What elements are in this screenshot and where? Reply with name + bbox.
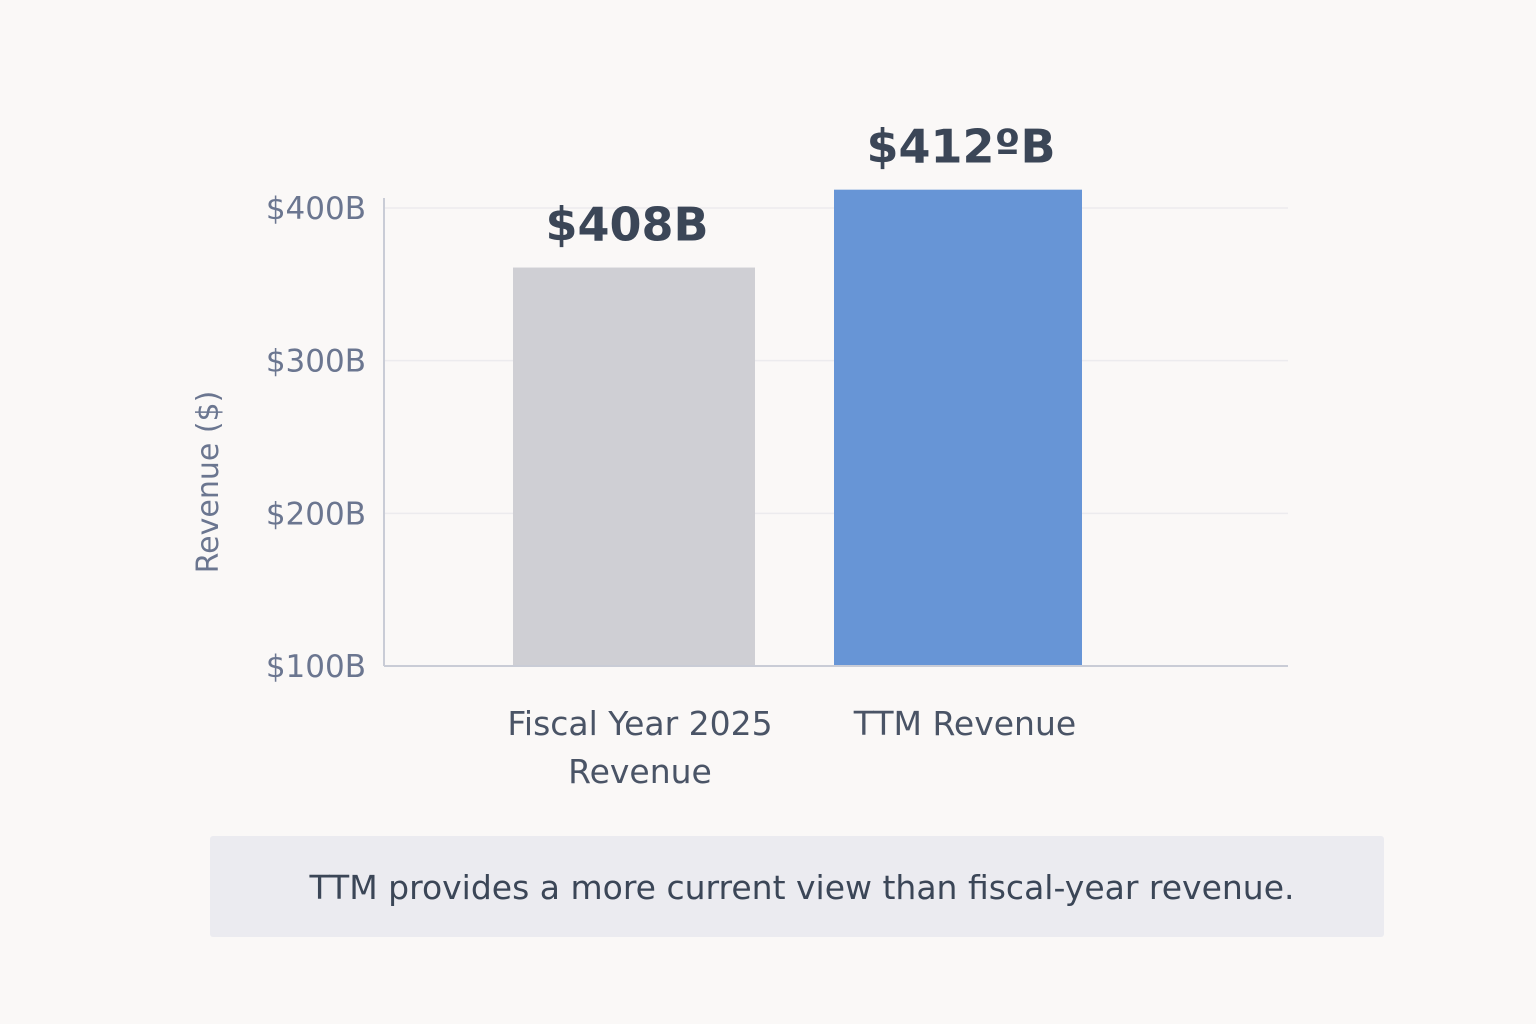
bar (513, 267, 755, 666)
bar (834, 189, 1082, 666)
y-tick-label: $300B (266, 344, 366, 380)
note-box (210, 836, 1384, 937)
data-label: $408B (545, 198, 708, 252)
x-category-label: Fiscal Year 2025 (507, 704, 772, 743)
y-tick-label: $100B (266, 649, 366, 685)
y-tick-label: $400B (266, 191, 366, 227)
y-axis-label: Revenue ($) (191, 391, 226, 574)
data-label: $412ºB (866, 120, 1055, 174)
note-text: TTM provides a more current view than fi… (308, 868, 1294, 907)
x-category-label: Revenue (568, 752, 712, 791)
x-category-label: TTM Revenue (853, 704, 1076, 743)
y-tick-label: $200B (266, 496, 366, 532)
